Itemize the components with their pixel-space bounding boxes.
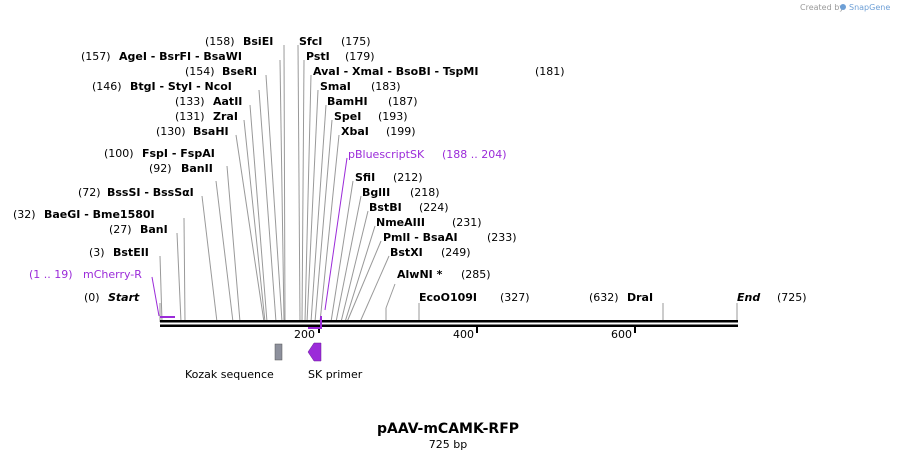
site-label-psti[interactable]: PstI — [306, 50, 330, 63]
start-pos: (0) — [84, 291, 100, 304]
sequence-strand-top — [160, 320, 738, 323]
site-pos-smai: (183) — [371, 80, 401, 93]
site-label-bamhi[interactable]: BamHI — [327, 95, 368, 108]
kozak-sequence-feature[interactable] — [274, 343, 283, 361]
site-pos-bsteii: (3) — [89, 246, 105, 259]
site-pos-drai: (632) — [589, 291, 619, 304]
restriction-site-labels: BsiEI (158) SfcI (175) AgeI - BsrFI - BsaWI (… — [13, 35, 653, 304]
site-label-bani[interactable]: BanI — [140, 223, 168, 236]
site-label-bglii[interactable]: BglII — [362, 186, 390, 199]
site-label-bsahi[interactable]: BsaHI — [193, 125, 229, 138]
credit-text: Created by — [800, 3, 844, 12]
site-pos-nmeaiii: (231) — [452, 216, 482, 229]
pbluescriptsk-end-mark — [320, 316, 322, 327]
site-pos-fspi-fspai: (100) — [104, 147, 134, 160]
pbluescriptsk-mark[interactable] — [308, 327, 322, 329]
site-pos-aatii: (133) — [175, 95, 205, 108]
site-pos-bsssi-bsss-i: (72) — [78, 186, 101, 199]
site-pos-agei-bsrfi-bsawi: (157) — [81, 50, 111, 63]
end-pos: (725) — [777, 291, 807, 304]
mcherry-r-mark[interactable] — [160, 316, 175, 318]
feature-leader-lines — [151, 157, 348, 317]
snapgene-logo-icon — [840, 4, 846, 10]
site-pos-ecoo109i: (327) — [500, 291, 530, 304]
site-label-btgi-styi-ncoi[interactable]: BtgI - StyI - NcoI — [130, 80, 232, 93]
site-label-drai[interactable]: DraI — [627, 291, 653, 304]
site-pos-bamhi: (187) — [388, 95, 418, 108]
tick-label-200: 200 — [294, 328, 315, 341]
site-label-fspi-fspai[interactable]: FspI - FspAI — [142, 147, 215, 160]
snapgene-logo-text: SnapGene — [849, 3, 890, 12]
site-pos-btgi-styi-ncoi: (146) — [92, 80, 122, 93]
kozak-sequence-label: Kozak sequence — [185, 368, 274, 381]
mcherry-r-range: (1 .. 19) — [29, 268, 73, 281]
site-pos-bsahi: (130) — [156, 125, 186, 138]
site-label-bstbi[interactable]: BstBI — [369, 201, 402, 214]
site-label-spei[interactable]: SpeI — [334, 110, 361, 123]
site-label-ecoo109i[interactable]: EcoO109I — [419, 291, 477, 304]
site-pos-bstxi: (249) — [441, 246, 471, 259]
site-pos-avai-xmai-bsobi-tspmi: (181) — [535, 65, 565, 78]
site-label-bsiei[interactable]: BsiEI — [243, 35, 273, 48]
site-label-bseri[interactable]: BseRI — [222, 65, 257, 78]
sequence-strand-bottom — [160, 324, 738, 327]
site-pos-sfci: (175) — [341, 35, 371, 48]
plasmid-name: pAAV-mCAMK-RFP — [377, 421, 519, 437]
site-label-zrai[interactable]: ZraI — [213, 110, 238, 123]
site-pos-bani: (27) — [109, 223, 132, 236]
site-pos-banii: (92) — [149, 162, 172, 175]
site-label-bstxi[interactable]: BstXI — [390, 246, 423, 259]
site-pos-bglii: (218) — [410, 186, 440, 199]
site-label-nmeaiii[interactable]: NmeAIII — [376, 216, 425, 229]
site-leader-lines — [159, 44, 738, 323]
pbluescriptsk-label[interactable]: pBluescriptSK — [348, 148, 425, 161]
site-pos-bstbi: (224) — [419, 201, 449, 214]
tick-label-600: 600 — [611, 328, 632, 341]
site-label-alwni[interactable]: AlwNI * — [397, 268, 443, 281]
sk-primer-label: SK primer — [308, 368, 363, 381]
site-label-xbai[interactable]: XbaI — [341, 125, 369, 138]
site-label-bsteii[interactable]: BstEII — [113, 246, 149, 259]
site-pos-psti: (179) — [345, 50, 375, 63]
site-label-pmli-bsaai[interactable]: PmlI - BsaAI — [383, 231, 458, 244]
site-label-bsssi-bsss-i[interactable]: BssSI - BssSαI — [107, 186, 194, 199]
sk-primer-arrow-icon[interactable] — [307, 342, 322, 362]
site-label-aatii[interactable]: AatII — [213, 95, 242, 108]
start-label[interactable]: Start — [108, 291, 140, 304]
site-pos-zrai: (131) — [175, 110, 205, 123]
site-pos-spei: (193) — [378, 110, 408, 123]
site-label-avai-xmai-bsobi-tspmi[interactable]: AvaI - XmaI - BsoBI - TspMI — [313, 65, 478, 78]
tick-label-400: 400 — [453, 328, 474, 341]
site-pos-bseri: (154) — [185, 65, 215, 78]
site-pos-bsiei: (158) — [205, 35, 235, 48]
site-label-baegi-bme1580i[interactable]: BaeGI - Bme1580I — [44, 208, 155, 221]
site-label-agei-bsrfi-bsawi[interactable]: AgeI - BsrFI - BsaWI — [119, 50, 242, 63]
site-label-sfii[interactable]: SfiI — [355, 171, 375, 184]
site-pos-pmli-bsaai: (233) — [487, 231, 517, 244]
site-label-smai[interactable]: SmaI — [320, 80, 351, 93]
end-label[interactable]: End — [737, 291, 760, 304]
mcherry-r-label[interactable]: mCherry-R — [83, 268, 142, 281]
axis-ticks — [318, 327, 636, 333]
site-pos-xbai: (199) — [386, 125, 416, 138]
plasmid-length: 725 bp — [429, 438, 467, 451]
site-pos-sfii: (212) — [393, 171, 423, 184]
site-pos-baegi-bme1580i: (32) — [13, 208, 36, 221]
site-label-banii[interactable]: BanII — [181, 162, 213, 175]
site-pos-alwni: (285) — [461, 268, 491, 281]
site-label-sfci[interactable]: SfcI — [299, 35, 322, 48]
pbluescriptsk-range: (188 .. 204) — [442, 148, 507, 161]
